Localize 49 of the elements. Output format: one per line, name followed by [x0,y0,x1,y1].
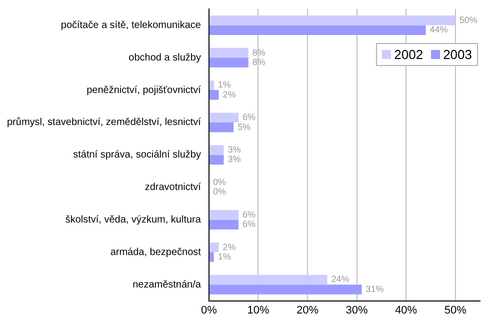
x-tick-label: 10% [247,304,270,316]
bar [209,284,362,294]
data-label: 31% [366,284,384,294]
y-tick-label: zdravotnictví [144,182,202,194]
y-tick-label: nezaměstnán/a [132,279,202,290]
data-label: 0% [212,186,226,197]
bar [209,252,214,262]
y-tick-label: školství, věda, výzkum, kultura [65,214,202,226]
data-label: 3% [228,154,241,164]
bar [209,90,219,100]
data-label: 0% [212,176,226,187]
data-label: 3% [228,144,241,155]
bar [209,274,328,285]
y-tick-label: počítače a sítě, telekomunikace [60,20,202,31]
data-label: 2% [222,89,236,100]
bar [209,145,224,155]
data-label: 6% [242,219,256,230]
data-label: 24% [331,274,350,284]
x-tick-label: 30% [346,304,368,316]
data-label: 1% [218,80,231,90]
data-label: 50% [459,14,478,25]
data-label: 6% [242,112,256,122]
x-tick-label: 50% [444,304,467,316]
bar [209,58,248,68]
bar [209,210,239,220]
x-tick-label: 0% [201,304,218,316]
bar [209,122,234,132]
bar [209,154,224,165]
bar [209,15,456,26]
y-tick-label: armáda, bezpečnost [110,246,202,258]
y-tick-label: průmysl, stavebnictví, zemědělství, lesnictví [6,116,202,128]
x-tick-label: 40% [395,304,418,316]
bar [209,25,426,35]
bar [209,220,239,230]
data-label: 5% [238,122,251,132]
bar [209,48,248,58]
bar [209,112,239,122]
data-label: 2% [222,242,236,252]
data-label: 44% [430,24,448,35]
bar [209,80,214,90]
y-tick-label: státní správa, sociální služby [73,150,201,161]
y-tick-label: obchod a služby [128,52,201,64]
legend-label: 2003 [442,47,472,62]
bar [209,242,219,252]
data-label: 6% [242,209,256,220]
x-tick-label: 20% [296,304,319,316]
data-label: 1% [218,252,231,262]
legend-label: 2002 [393,47,424,62]
y-tick-label: peněžnictví, pojišťovnictví [86,84,202,96]
